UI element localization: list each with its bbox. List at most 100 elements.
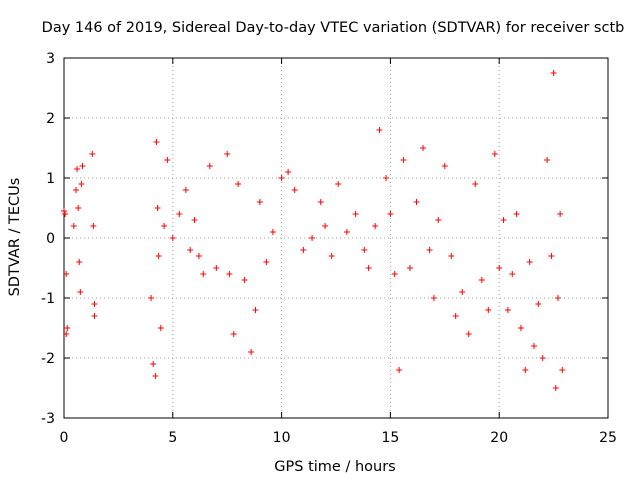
data-point xyxy=(91,301,98,307)
data-point xyxy=(365,265,372,271)
data-point xyxy=(328,253,335,259)
data-point xyxy=(278,175,285,181)
y-axis-label: SDTVAR / TECUs xyxy=(7,178,23,297)
data-point xyxy=(213,265,220,271)
y-tick-label: -2 xyxy=(41,351,55,367)
data-point xyxy=(70,223,77,229)
data-point xyxy=(544,157,551,163)
x-tick-label: 10 xyxy=(273,430,291,446)
data-point xyxy=(230,331,237,337)
data-point xyxy=(61,208,67,214)
data-point xyxy=(361,247,368,253)
data-point xyxy=(176,211,183,217)
data-point xyxy=(309,235,316,241)
data-point xyxy=(187,247,194,253)
data-point xyxy=(148,295,155,301)
data-point xyxy=(248,349,255,355)
data-point xyxy=(548,253,555,259)
data-point xyxy=(352,211,359,217)
x-tick-label: 15 xyxy=(381,430,399,446)
data-point xyxy=(441,163,448,169)
data-point xyxy=(559,367,566,373)
data-point xyxy=(383,175,390,181)
x-axis-ticks: 0 5 10 15 20 25 xyxy=(60,58,617,446)
x-axis-label: GPS time / hours xyxy=(274,459,395,475)
data-point xyxy=(387,211,394,217)
data-point xyxy=(317,199,324,205)
data-point xyxy=(200,271,207,277)
data-point xyxy=(235,181,242,187)
data-point xyxy=(269,229,276,235)
data-point xyxy=(252,307,259,313)
data-point xyxy=(150,361,157,367)
data-point xyxy=(552,385,559,391)
data-point xyxy=(372,223,379,229)
data-point xyxy=(426,247,433,253)
data-point xyxy=(256,199,263,205)
grid xyxy=(64,58,608,418)
data-point xyxy=(550,70,557,76)
x-tick-label: 0 xyxy=(60,430,69,446)
data-point xyxy=(63,331,70,337)
data-points xyxy=(61,70,566,391)
data-point xyxy=(459,289,466,295)
data-point xyxy=(76,259,83,265)
data-point xyxy=(420,145,427,151)
x-tick-label: 20 xyxy=(490,430,508,446)
data-point xyxy=(155,253,162,259)
data-point xyxy=(406,265,413,271)
data-point xyxy=(400,157,407,163)
data-point xyxy=(300,247,307,253)
y-tick-label: 3 xyxy=(46,51,55,67)
data-point xyxy=(554,295,561,301)
data-point xyxy=(452,313,459,319)
data-point xyxy=(376,127,383,133)
data-point xyxy=(78,181,85,187)
x-tick-label: 5 xyxy=(168,430,177,446)
data-point xyxy=(535,301,542,307)
data-point xyxy=(161,223,168,229)
y-tick-label: -1 xyxy=(41,291,55,307)
data-point xyxy=(206,163,213,169)
data-point xyxy=(322,223,329,229)
data-point xyxy=(472,181,479,187)
data-point xyxy=(75,205,82,211)
data-point xyxy=(77,289,84,295)
data-point xyxy=(164,157,171,163)
chart-title: Day 146 of 2019, Sidereal Day-to-day VTE… xyxy=(42,20,625,36)
data-point xyxy=(191,217,198,223)
data-point xyxy=(491,151,498,157)
data-point xyxy=(539,355,546,361)
data-point xyxy=(90,223,97,229)
data-point xyxy=(263,259,270,265)
y-tick-label: -3 xyxy=(41,411,55,427)
data-point xyxy=(465,331,472,337)
data-point xyxy=(226,271,233,277)
data-point xyxy=(224,151,231,157)
data-point xyxy=(89,151,96,157)
data-point xyxy=(335,181,342,187)
x-tick-label: 25 xyxy=(599,430,617,446)
data-point xyxy=(285,169,292,175)
data-point xyxy=(291,187,298,193)
data-point xyxy=(157,325,164,331)
data-point xyxy=(195,253,202,259)
data-point xyxy=(522,367,529,373)
data-point xyxy=(478,277,485,283)
data-point xyxy=(154,205,161,211)
data-point xyxy=(430,295,437,301)
data-point xyxy=(169,235,176,241)
data-point xyxy=(496,265,503,271)
data-point xyxy=(343,229,350,235)
data-point xyxy=(182,187,189,193)
data-point xyxy=(241,277,248,283)
data-point xyxy=(500,217,507,223)
data-point xyxy=(91,313,98,319)
data-point xyxy=(526,259,533,265)
data-point xyxy=(74,166,81,172)
data-point xyxy=(517,325,524,331)
data-point xyxy=(396,367,403,373)
data-point xyxy=(513,211,520,217)
y-tick-label: 2 xyxy=(46,111,55,127)
